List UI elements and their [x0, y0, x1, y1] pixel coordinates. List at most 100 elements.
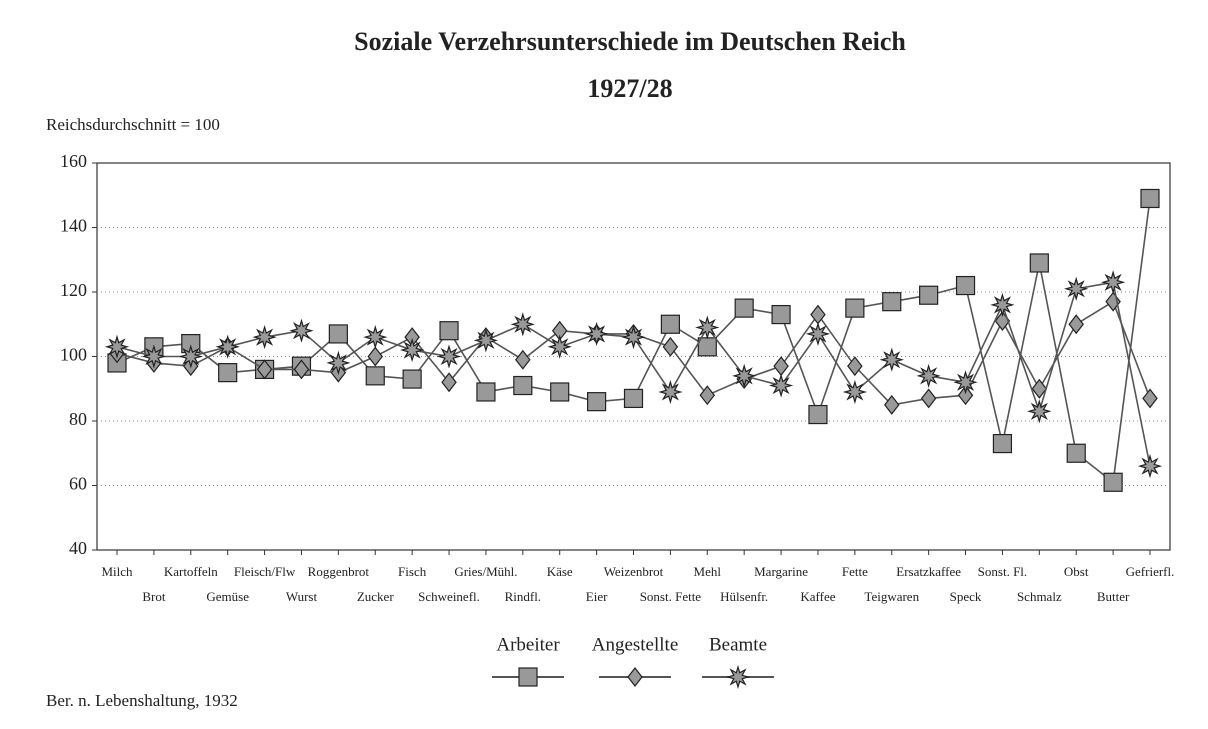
data-point [842, 379, 868, 405]
x-tick-label: Weizenbrot [604, 564, 664, 579]
y-tick-label: 80 [69, 409, 87, 429]
legend-label: Beamte [709, 634, 767, 655]
y-tick-label: 140 [60, 216, 87, 236]
x-tick-label: Speck [950, 589, 982, 604]
x-tick-label: Sonst. Fl. [978, 564, 1028, 579]
data-point [141, 344, 167, 369]
legend-marker [627, 667, 643, 687]
x-tick-label: Sonst. Fette [640, 589, 702, 604]
legend-marker [725, 664, 751, 690]
x-tick-label: Rindfl. [505, 589, 541, 604]
data-point [695, 315, 720, 340]
data-point [513, 375, 533, 396]
data-point [1027, 399, 1052, 424]
x-tick-label: Milch [101, 564, 133, 579]
data-point [476, 382, 496, 402]
x-tick-label: Gefrierfl. [1126, 564, 1175, 579]
data-point [587, 392, 607, 412]
data-point [1137, 453, 1163, 479]
x-tick-label: Schmalz [1017, 589, 1062, 604]
x-tick-label: Margarine [754, 564, 808, 579]
x-tick-label: Kaffee [800, 589, 835, 604]
data-point [957, 385, 974, 406]
x-tick-label: Eier [586, 589, 608, 604]
data-point [699, 385, 716, 406]
data-point [1068, 314, 1084, 335]
data-point [623, 388, 644, 409]
data-point [215, 334, 240, 359]
data-point [919, 285, 939, 305]
data-point [365, 366, 385, 386]
data-point [1031, 378, 1048, 399]
x-tick-label: Kartoffeln [164, 564, 218, 579]
data-point [436, 344, 462, 369]
data-point [879, 347, 904, 372]
data-point [697, 337, 717, 357]
source: Ber. n. Lebenshaltung, 1932 [46, 691, 238, 710]
data-point [367, 346, 384, 367]
data-point [883, 394, 900, 415]
data-point [293, 359, 310, 380]
x-tick-label: Käse [547, 564, 573, 579]
data-point [218, 363, 238, 383]
legend-label: Arbeiter [496, 634, 560, 655]
x-tick-label: Wurst [286, 589, 318, 604]
data-point [402, 369, 422, 389]
data-point [515, 349, 531, 370]
x-tick-label: Fisch [398, 564, 427, 579]
x-tick-label: Butter [1097, 589, 1130, 604]
data-point [1029, 253, 1049, 273]
data-point [805, 321, 831, 346]
data-point [845, 298, 865, 318]
data-point [847, 356, 863, 377]
data-point [808, 404, 828, 425]
x-tick-label: Fleisch/Flw [234, 564, 296, 579]
data-point [473, 328, 499, 353]
y-axis-label: Reichsdurchschnitt = 100 [46, 115, 220, 134]
legend-marker [518, 667, 538, 687]
data-point [734, 298, 754, 318]
data-point [771, 304, 791, 325]
y-tick-label: 100 [60, 345, 87, 365]
data-point [178, 344, 203, 369]
chart-subtitle: 1927/28 [587, 74, 672, 103]
data-point [955, 275, 976, 296]
x-tick-label: Schweinefl. [418, 589, 480, 604]
x-tick-label: Teigwaren [864, 589, 919, 604]
data-point [920, 388, 937, 409]
data-point [882, 292, 902, 312]
data-point [1142, 388, 1158, 409]
x-tick-label: Gries/Mühl. [454, 564, 517, 579]
y-tick-label: 160 [60, 151, 87, 171]
data-point [252, 324, 277, 350]
data-point [104, 334, 130, 359]
y-tick-label: 40 [69, 538, 87, 558]
data-point [1140, 188, 1160, 209]
x-tick-label: Brot [142, 589, 166, 604]
x-tick-label: Zucker [357, 589, 394, 604]
data-point [256, 359, 273, 380]
data-point [1066, 443, 1086, 463]
data-point [732, 363, 757, 389]
data-point [768, 373, 794, 398]
data-point [662, 336, 679, 357]
data-point [328, 324, 348, 344]
data-point [621, 324, 646, 350]
data-point [1103, 472, 1123, 492]
x-tick-label: Ersatzkaffee [896, 564, 961, 579]
x-tick-label: Fette [842, 564, 868, 579]
data-point [550, 382, 570, 402]
data-point [439, 321, 459, 341]
data-point [1064, 276, 1089, 301]
data-point [326, 350, 351, 375]
x-tick-label: Mehl [694, 564, 722, 579]
chart-title: Soziale Verzehrsunterschiede im Deutsche… [354, 27, 906, 56]
legend-label: Angestellte [592, 634, 679, 655]
data-point [990, 292, 1015, 317]
data-point [916, 363, 941, 389]
data-point [399, 337, 425, 363]
data-point [510, 312, 535, 337]
data-point [660, 314, 680, 334]
y-tick-label: 60 [69, 474, 87, 494]
